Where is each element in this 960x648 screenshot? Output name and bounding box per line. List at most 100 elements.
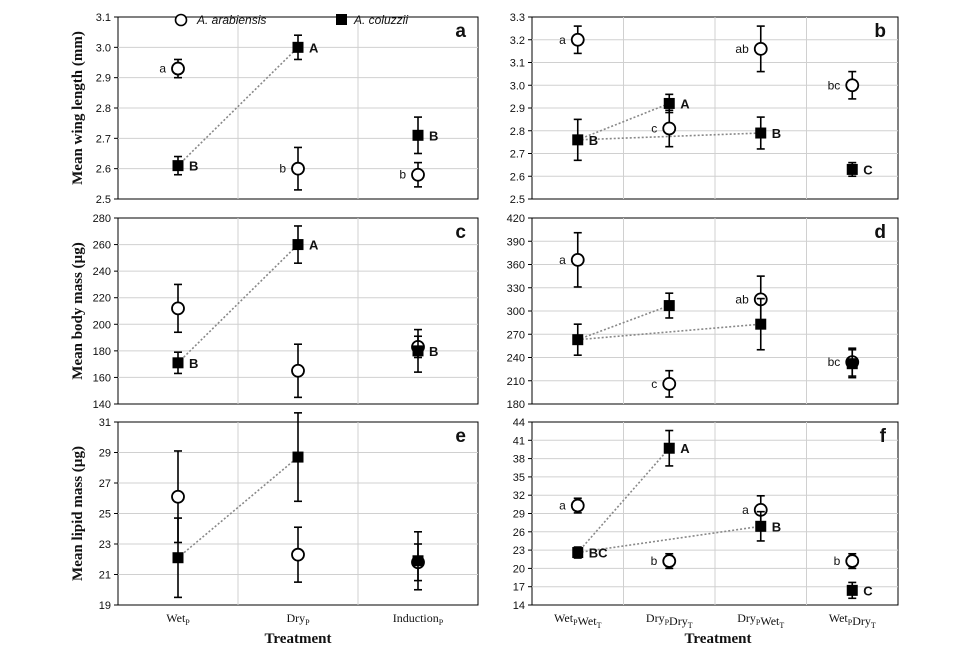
point-arabiensis xyxy=(570,498,585,513)
y-tick-label: 240 xyxy=(507,353,525,365)
y-tick-label: 19 xyxy=(99,600,111,612)
significance-label-upper: C xyxy=(863,162,873,177)
y-tick-label: 2.9 xyxy=(96,73,111,85)
point-arabiensis xyxy=(662,376,677,391)
y-tick-label: 2.7 xyxy=(510,149,525,161)
point-arabiensis xyxy=(845,554,860,568)
connector-line xyxy=(177,46,299,167)
panel-d: 180 210 240 270 300 330 360 390 420 d a c ab bc xyxy=(507,213,899,411)
point-coluzzii xyxy=(172,357,184,369)
point-arabiensis xyxy=(171,489,185,504)
point-coluzzii xyxy=(292,451,304,463)
x-tick-label: InductionP xyxy=(393,611,444,627)
point-coluzzii xyxy=(172,160,184,172)
panel-a: 2.5 2.6 2.7 2.8 2.9 3.0 3.1 a Mean wing length (… xyxy=(70,12,479,206)
point-arabiensis xyxy=(753,41,768,56)
legend: A. arabiensis A. coluzzii xyxy=(174,13,408,27)
significance-label-upper: A xyxy=(680,441,690,456)
panels: 2.5 2.6 2.7 2.8 2.9 3.0 3.1 a Mean wing length (… xyxy=(70,12,899,630)
significance-label-upper: BC xyxy=(589,546,608,561)
y-tick-label: 180 xyxy=(507,399,525,411)
y-tick-label: 27 xyxy=(99,478,111,490)
point-arabiensis xyxy=(411,167,425,182)
y-tick-label: 29 xyxy=(99,448,111,460)
significance-label-upper: A xyxy=(309,40,319,55)
significance-label-lower: a xyxy=(559,253,566,267)
point-coluzzii xyxy=(663,97,675,109)
connector-line xyxy=(577,323,761,341)
point-coluzzii xyxy=(572,134,584,146)
y-tick-label: 210 xyxy=(507,376,525,388)
panel-letter: d xyxy=(874,222,886,243)
point-coluzzii xyxy=(412,555,424,567)
significance-label-upper: A xyxy=(309,238,319,253)
significance-label-upper: B xyxy=(189,356,198,371)
significance-label-lower: c xyxy=(651,377,657,391)
y-tick-label: 270 xyxy=(507,329,525,341)
point-coluzzii xyxy=(846,163,858,175)
y-tick-label: 29 xyxy=(513,509,525,521)
y-tick-label: 390 xyxy=(507,236,525,248)
point-arabiensis xyxy=(291,547,305,562)
significance-label-upper: B xyxy=(772,126,781,141)
significance-label-lower: a xyxy=(559,499,566,513)
y-tick-label: 3.0 xyxy=(510,80,525,92)
x-tick-label: WetPDryT xyxy=(829,611,876,630)
x-tick-label: DryPWetT xyxy=(737,611,784,630)
point-coluzzii xyxy=(755,318,767,330)
connector-line xyxy=(177,244,299,364)
y-tick-label: 2.6 xyxy=(96,164,111,176)
point-arabiensis xyxy=(570,252,585,267)
y-tick-label: 3.0 xyxy=(96,42,111,54)
point-arabiensis xyxy=(845,78,860,93)
point-coluzzii xyxy=(292,239,304,251)
significance-label-lower: ab xyxy=(735,292,749,306)
point-arabiensis xyxy=(291,161,305,176)
y-tick-label: 200 xyxy=(93,319,111,331)
point-coluzzii xyxy=(663,300,675,312)
connector-line xyxy=(577,132,761,141)
y-tick-label: 38 xyxy=(513,454,525,466)
y-tick-label: 140 xyxy=(93,399,111,411)
point-coluzzii xyxy=(755,520,767,532)
y-tick-label: 26 xyxy=(513,527,525,539)
y-axis-title: Mean wing length (mm) xyxy=(70,31,86,185)
y-tick-label: 2.5 xyxy=(510,194,525,206)
y-tick-label: 2.9 xyxy=(510,103,525,115)
point-coluzzii xyxy=(663,442,675,454)
significance-label-upper: B xyxy=(589,133,598,148)
panel-b: 2.5 2.6 2.7 2.8 2.9 3.0 3.1 3.2 3.3 b a c ab bc B A B C xyxy=(510,12,899,206)
y-tick-label: 31 xyxy=(99,417,111,429)
significance-label-lower: b xyxy=(279,162,286,176)
connector-line xyxy=(577,304,670,341)
significance-label-lower: a xyxy=(159,62,166,76)
point-arabiensis xyxy=(662,121,677,136)
y-tick-label: 23 xyxy=(513,545,525,557)
point-arabiensis xyxy=(291,363,305,378)
y-tick-label: 2.8 xyxy=(96,103,111,115)
point-arabiensis xyxy=(662,554,677,568)
y-tick-label: 3.3 xyxy=(510,12,525,24)
y-tick-label: 32 xyxy=(513,490,525,502)
x-tick-label: DryP xyxy=(286,611,310,627)
y-tick-label: 3.2 xyxy=(510,35,525,47)
y-tick-label: 2.6 xyxy=(510,171,525,183)
panel-letter: a xyxy=(455,21,466,42)
significance-label-lower: a xyxy=(742,503,749,517)
significance-label-lower: c xyxy=(651,121,657,135)
y-tick-label: 330 xyxy=(507,283,525,295)
y-tick-label: 2.7 xyxy=(96,133,111,145)
y-tick-label: 360 xyxy=(507,260,525,272)
y-tick-label: 280 xyxy=(93,213,111,225)
y-tick-label: 20 xyxy=(513,563,525,575)
x-axis-title-left: Treatment xyxy=(265,631,332,647)
y-tick-label: 160 xyxy=(93,372,111,384)
panel-letter: f xyxy=(880,426,887,447)
point-coluzzii xyxy=(846,584,858,596)
point-coluzzii xyxy=(412,345,424,357)
panel-letter: c xyxy=(455,222,466,243)
point-coluzzii xyxy=(846,358,858,370)
significance-label-upper: B xyxy=(189,159,198,174)
y-tick-label: 420 xyxy=(507,213,525,225)
